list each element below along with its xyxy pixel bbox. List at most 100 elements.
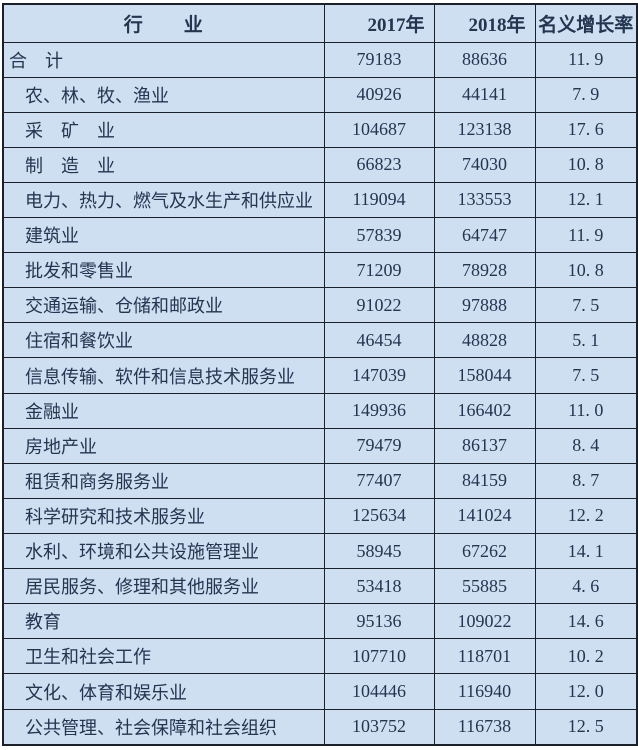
- table-row: 房地产业 79479 86137 8. 4: [2, 427, 638, 464]
- table-row: 建筑业 57839 64747 11. 9: [2, 217, 638, 254]
- growth-rate-cell: 5. 1: [534, 322, 638, 359]
- industry-cell: 农、林、牧、渔业: [2, 76, 325, 113]
- industry-cell: 采 矿 业: [2, 111, 325, 148]
- growth-rate-cell: 7. 5: [534, 357, 638, 394]
- growth-rate-cell: 11. 9: [534, 217, 638, 254]
- table-row: 批发和零售业 71209 78928 10. 8: [2, 252, 638, 289]
- value-2017-cell: 40926: [323, 76, 435, 113]
- value-2018-cell: 55885: [433, 568, 536, 605]
- value-2018-cell: 67262: [433, 533, 536, 570]
- table-row: 农、林、牧、渔业 40926 44141 7. 9: [2, 76, 638, 113]
- value-2018-cell: 116940: [433, 673, 536, 710]
- table-row: 金融业 149936 166402 11. 0: [2, 392, 638, 429]
- growth-rate-cell: 12. 5: [534, 708, 638, 746]
- growth-rate-cell: 11. 0: [534, 392, 638, 429]
- value-2018-cell: 133553: [433, 181, 536, 219]
- growth-rate-cell: 7. 9: [534, 76, 638, 113]
- industry-cell: 住宿和餐饮业: [2, 322, 325, 359]
- value-2017-cell: 58945: [323, 533, 435, 570]
- growth-rate-cell: 4. 6: [534, 568, 638, 605]
- industry-cell: 教育: [2, 603, 325, 640]
- table-row: 卫生和社会工作 107710 118701 10. 2: [2, 638, 638, 675]
- growth-rate-cell: 12. 1: [534, 181, 638, 219]
- growth-rate-cell: 11. 9: [534, 41, 638, 78]
- growth-rate-cell: 8. 7: [534, 462, 638, 499]
- table-row: 信息传输、软件和信息技术服务业 147039 158044 7. 5: [2, 357, 638, 394]
- col-header-growth: 名义增长率: [534, 3, 638, 43]
- industry-cell: 居民服务、修理和其他服务业: [2, 568, 325, 605]
- industry-cell: 合 计: [2, 41, 325, 78]
- value-2017-cell: 147039: [323, 357, 435, 394]
- value-2017-cell: 91022: [323, 287, 435, 324]
- industry-cell: 制 造 业: [2, 146, 325, 183]
- table-row: 科学研究和技术服务业 125634 141024 12. 2: [2, 497, 638, 535]
- growth-rate-cell: 7. 5: [534, 287, 638, 324]
- industry-cell: 建筑业: [2, 217, 325, 254]
- industry-cell: 公共管理、社会保障和社会组织: [2, 708, 325, 746]
- growth-rate-cell: 10. 2: [534, 638, 638, 675]
- value-2017-cell: 125634: [323, 497, 435, 535]
- value-2017-cell: 46454: [323, 322, 435, 359]
- value-2017-cell: 66823: [323, 146, 435, 183]
- table-row: 电力、热力、燃气及水生产和供应业 119094 133553 12. 1: [2, 181, 638, 219]
- growth-rate-cell: 8. 4: [534, 427, 638, 464]
- industry-cell: 交通运输、仓储和邮政业: [2, 287, 325, 324]
- industry-cell: 卫生和社会工作: [2, 638, 325, 675]
- col-header-industry: 行 业: [2, 3, 325, 43]
- value-2018-cell: 109022: [433, 603, 536, 640]
- industry-cell: 租赁和商务服务业: [2, 462, 325, 499]
- value-2017-cell: 104687: [323, 111, 435, 148]
- value-2018-cell: 97888: [433, 287, 536, 324]
- value-2018-cell: 84159: [433, 462, 536, 499]
- value-2017-cell: 107710: [323, 638, 435, 675]
- value-2018-cell: 123138: [433, 111, 536, 148]
- growth-rate-cell: 14. 1: [534, 533, 638, 570]
- table-body: 合 计 79183 88636 11. 9 农、林、牧、渔业 40926 44141 7. 9…: [2, 41, 638, 746]
- table-header: 行 业 2017年 2018年 名义增长率: [2, 3, 638, 43]
- table-row: 住宿和餐饮业 46454 48828 5. 1: [2, 322, 638, 359]
- value-2017-cell: 119094: [323, 181, 435, 219]
- industry-cell: 信息传输、软件和信息技术服务业: [2, 357, 325, 394]
- growth-rate-cell: 17. 6: [534, 111, 638, 148]
- value-2018-cell: 158044: [433, 357, 536, 394]
- growth-rate-cell: 12. 0: [534, 673, 638, 710]
- value-2018-cell: 118701: [433, 638, 536, 675]
- industry-cell: 科学研究和技术服务业: [2, 497, 325, 535]
- growth-rate-cell: 10. 8: [534, 146, 638, 183]
- table-row: 居民服务、修理和其他服务业 53418 55885 4. 6: [2, 568, 638, 605]
- value-2017-cell: 104446: [323, 673, 435, 710]
- growth-rate-cell: 14. 6: [534, 603, 638, 640]
- header-row: 行 业 2017年 2018年 名义增长率: [2, 3, 638, 43]
- table-row: 公共管理、社会保障和社会组织 103752 116738 12. 5: [2, 708, 638, 746]
- value-2018-cell: 48828: [433, 322, 536, 359]
- value-2018-cell: 64747: [433, 217, 536, 254]
- table-row: 水利、环境和公共设施管理业 58945 67262 14. 1: [2, 533, 638, 570]
- table-row: 制 造 业 66823 74030 10. 8: [2, 146, 638, 183]
- value-2017-cell: 77407: [323, 462, 435, 499]
- value-2017-cell: 57839: [323, 217, 435, 254]
- value-2017-cell: 149936: [323, 392, 435, 429]
- industry-cell: 批发和零售业: [2, 252, 325, 289]
- col-header-2017: 2017年: [323, 3, 435, 43]
- table-row: 租赁和商务服务业 77407 84159 8. 7: [2, 462, 638, 499]
- value-2017-cell: 95136: [323, 603, 435, 640]
- industry-cell: 水利、环境和公共设施管理业: [2, 533, 325, 570]
- table-row: 交通运输、仓储和邮政业 91022 97888 7. 5: [2, 287, 638, 324]
- value-2017-cell: 79479: [323, 427, 435, 464]
- value-2018-cell: 88636: [433, 41, 536, 78]
- table-row: 合 计 79183 88636 11. 9: [2, 41, 638, 78]
- value-2018-cell: 74030: [433, 146, 536, 183]
- value-2017-cell: 79183: [323, 41, 435, 78]
- industry-cell: 电力、热力、燃气及水生产和供应业: [2, 181, 325, 219]
- table-row: 文化、体育和娱乐业 104446 116940 12. 0: [2, 673, 638, 710]
- value-2017-cell: 103752: [323, 708, 435, 746]
- industry-cell: 文化、体育和娱乐业: [2, 673, 325, 710]
- value-2018-cell: 116738: [433, 708, 536, 746]
- value-2018-cell: 86137: [433, 427, 536, 464]
- growth-rate-cell: 12. 2: [534, 497, 638, 535]
- value-2018-cell: 44141: [433, 76, 536, 113]
- value-2018-cell: 141024: [433, 497, 536, 535]
- value-2018-cell: 78928: [433, 252, 536, 289]
- industry-cell: 房地产业: [2, 427, 325, 464]
